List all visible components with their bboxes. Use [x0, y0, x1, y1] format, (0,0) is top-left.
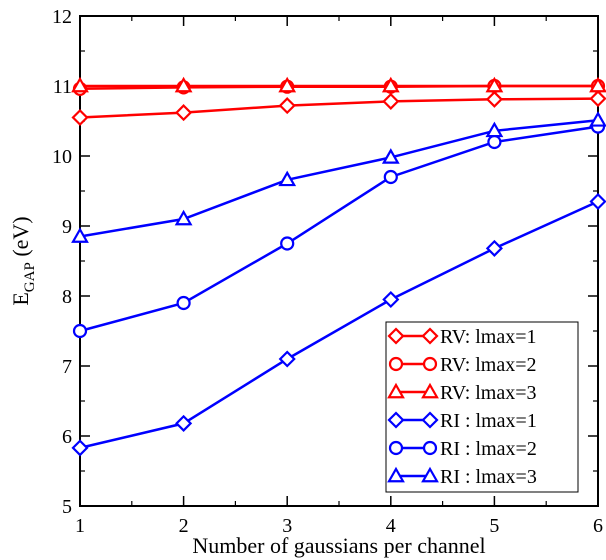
legend-marker	[388, 356, 404, 372]
x-tick-label: 5	[489, 515, 499, 537]
data-point	[382, 290, 400, 309]
legend-item: RV: lmax=3	[387, 382, 537, 404]
series-2	[72, 78, 606, 96]
legend-label: RV: lmax=1	[440, 326, 537, 348]
data-point	[383, 169, 398, 185]
legend-item: RI : lmax=3	[387, 466, 537, 488]
y-tick-label: 7	[62, 356, 72, 378]
data-point	[485, 90, 503, 108]
legend-marker	[387, 411, 405, 429]
legend-item: RV: lmax=1	[387, 326, 537, 348]
y-tick-label: 9	[62, 216, 72, 238]
series-3	[71, 76, 606, 93]
data-point	[381, 148, 400, 164]
legend-item: RI : lmax=1	[387, 410, 537, 432]
legend-item: RV: lmax=2	[388, 354, 537, 376]
data-point	[278, 76, 297, 93]
series-line	[79, 125, 599, 333]
series-6	[71, 111, 606, 243]
y-axis-label: EGAP (eV)	[8, 216, 38, 305]
data-point	[174, 76, 193, 93]
legend-marker	[422, 356, 438, 372]
data-point	[72, 323, 88, 339]
data-point	[485, 121, 504, 138]
series-line	[79, 200, 599, 450]
series-line	[79, 119, 599, 238]
legend-label: RV: lmax=3	[440, 382, 537, 404]
data-point	[487, 134, 502, 150]
data-point	[174, 209, 193, 226]
legend-marker	[388, 440, 404, 456]
y-tick-label: 6	[62, 426, 72, 448]
data-point	[589, 192, 606, 211]
series-layer	[71, 76, 606, 457]
legend-marker	[421, 466, 439, 483]
y-tick-label: 5	[62, 496, 72, 518]
data-point	[278, 97, 296, 115]
legend-label: RV: lmax=2	[440, 354, 537, 376]
series-5	[72, 119, 606, 339]
data-point	[278, 350, 296, 368]
y-tick-label: 10	[52, 146, 72, 168]
data-point	[589, 90, 606, 108]
legend-marker	[421, 382, 439, 399]
x-axis-label: Number of gaussians per channel	[192, 533, 485, 558]
legend-marker	[387, 327, 405, 345]
legend-marker	[421, 411, 439, 429]
y-tick-label: 12	[52, 6, 72, 28]
series-line	[79, 97, 599, 119]
legend-item: RI : lmax=2	[388, 438, 537, 460]
legend-marker	[387, 466, 405, 483]
data-point	[71, 227, 89, 243]
x-tick-label: 3	[282, 515, 292, 537]
legend: RV: lmax=1 RV: lmax=2 RV: lmax=3 RI : lmax=…	[385, 321, 579, 493]
data-point	[589, 76, 606, 93]
data-point	[485, 239, 503, 257]
legend-marker	[421, 327, 439, 345]
x-tick-label: 1	[75, 515, 85, 537]
data-point	[71, 439, 89, 457]
data-point	[175, 104, 193, 122]
data-point	[278, 170, 297, 187]
legend-marker	[387, 382, 405, 399]
y-tick-label: 11	[53, 76, 72, 98]
data-point	[176, 295, 191, 311]
data-point	[71, 108, 89, 127]
legend-marker	[422, 440, 438, 456]
y-tick-label: 8	[62, 286, 72, 308]
data-point	[485, 76, 504, 93]
data-point	[280, 236, 295, 251]
data-point	[381, 76, 400, 93]
data-point	[175, 414, 193, 432]
data-point	[71, 76, 89, 93]
x-tick-label: 4	[386, 515, 396, 537]
legend-label: RI : lmax=1	[440, 410, 537, 432]
series-1	[71, 90, 606, 127]
x-tick-label: 2	[179, 515, 189, 537]
legend-label: RI : lmax=3	[440, 466, 537, 488]
series-4	[71, 192, 606, 457]
x-tick-label: 6	[593, 515, 603, 537]
legend-label: RI : lmax=2	[440, 438, 537, 460]
data-point	[589, 111, 606, 127]
data-point	[382, 92, 400, 110]
legend-box	[385, 321, 579, 493]
